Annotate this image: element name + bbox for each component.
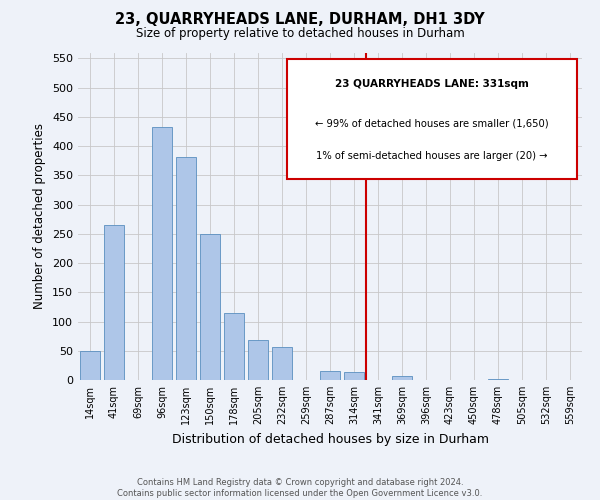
Text: ← 99% of detached houses are smaller (1,650): ← 99% of detached houses are smaller (1,… xyxy=(315,118,549,128)
Text: 23 QUARRYHEADS LANE: 331sqm: 23 QUARRYHEADS LANE: 331sqm xyxy=(335,78,529,88)
Bar xyxy=(344,372,364,380)
Bar xyxy=(272,346,292,380)
Bar xyxy=(80,351,100,380)
Bar xyxy=(176,156,196,380)
Bar xyxy=(392,376,412,380)
Bar xyxy=(224,312,244,380)
Bar xyxy=(248,340,268,380)
FancyBboxPatch shape xyxy=(287,59,577,178)
Bar xyxy=(200,234,220,380)
Text: 1% of semi-detached houses are larger (20) →: 1% of semi-detached houses are larger (2… xyxy=(316,151,548,161)
Bar xyxy=(104,225,124,380)
Text: Size of property relative to detached houses in Durham: Size of property relative to detached ho… xyxy=(136,28,464,40)
Text: Contains HM Land Registry data © Crown copyright and database right 2024.
Contai: Contains HM Land Registry data © Crown c… xyxy=(118,478,482,498)
Y-axis label: Number of detached properties: Number of detached properties xyxy=(34,123,46,309)
Text: 23, QUARRYHEADS LANE, DURHAM, DH1 3DY: 23, QUARRYHEADS LANE, DURHAM, DH1 3DY xyxy=(115,12,485,28)
X-axis label: Distribution of detached houses by size in Durham: Distribution of detached houses by size … xyxy=(172,432,488,446)
Bar xyxy=(152,128,172,380)
Bar xyxy=(320,371,340,380)
